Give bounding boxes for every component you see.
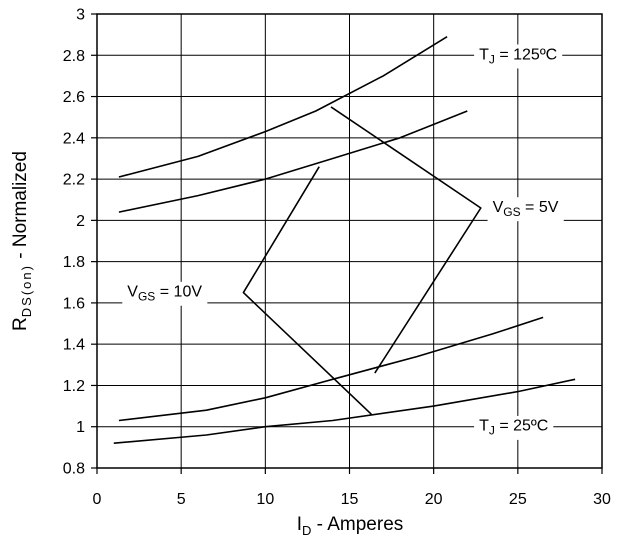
annotation-vgs-10v: VGS = 10V [122,281,208,306]
y-tick-label: 2.4 [63,130,85,147]
x-tick-label: 0 [93,491,102,508]
tick-marks [91,13,603,474]
x-axis-label: ID - Amperes [297,514,404,538]
y-axis-label-sub: DS(on) [19,264,34,317]
y-tick-labels: 0.8 1 1.2 1.4 1.6 1.8 2 2.2 2.4 2.6 2.8 3 [63,7,85,478]
y-axis-label-rest: - Normalized [10,151,31,264]
annotation-tj-25-text: TJ = 25ºC [479,418,548,438]
annotation-tj-125-main: T [479,46,489,63]
annotation-tj-25-main: T [479,418,489,435]
x-tick-label: 25 [509,491,527,508]
series-line-1 [118,36,448,178]
annotation-tj-125-text: TJ = 125ºC [479,46,557,66]
x-axis-label-main: I [297,514,302,535]
y-axis-label: RDS(on) - Normalized [10,151,34,331]
y-tick-label: 2.2 [63,172,85,189]
y-tick-label: 1.8 [63,254,85,271]
annotation-vgs-5v-rest: = 5V [521,199,559,216]
series-line-2 [118,110,468,213]
annotation-vgs-10v-text: VGS = 10V [127,284,202,304]
x-axis-label-sub: D [302,523,311,538]
x-tick-labels: 0 5 10 15 20 25 30 [93,491,611,508]
series-line-5 [330,106,482,374]
x-tick-label: 10 [256,491,274,508]
annotation-vgs-10v-background [122,281,208,306]
x-tick-label: 5 [177,491,186,508]
annotation-vgs-5v-sub: GS [503,205,520,219]
y-tick-label: 2 [76,213,85,230]
annotation-tj-25-sub: J [489,424,495,438]
y-tick-label: 0.8 [63,461,85,478]
x-axis-label-rest: - Amperes [311,514,403,535]
series-line-6 [242,166,372,415]
annotation-vgs-5v-text: VGS = 5V [493,199,559,219]
annotation-vgs-5v: VGS = 5V [487,197,564,222]
y-axis-label-main: R [10,317,31,331]
annotation-vgs-10v-main: V [127,284,138,301]
annotation-vgs-10v-rest: = 10V [155,284,202,301]
y-tick-label: 1.4 [63,337,85,354]
annotation-tj-25-background [474,415,554,440]
annotation-tj-25: TJ = 25ºC [474,415,554,440]
series-group [113,36,576,444]
y-tick-label: 3 [76,7,85,24]
y-tick-label: 2.8 [63,48,85,65]
series-line-4 [113,378,576,444]
annotation-tj-25-rest: = 25ºC [495,418,548,435]
series-line-3 [118,316,544,422]
annotation-tj-125-sub: J [489,52,495,66]
y-tick-label: 2.6 [63,89,85,106]
x-tick-label: 20 [425,491,443,508]
annotation-vgs-5v-main: V [493,199,504,216]
y-tick-label: 1.6 [63,295,85,312]
x-tick-label: 15 [341,491,359,508]
annotation-tj-125-background [474,44,563,69]
y-tick-label: 1.2 [63,378,85,395]
annotation-tj-125-rest: = 125ºC [495,46,557,63]
y-tick-label: 1 [76,419,85,436]
x-tick-label: 30 [593,491,611,508]
annotation-vgs-5v-background [487,197,564,222]
annotation-tj-125: TJ = 125ºC [474,44,563,69]
annotation-vgs-10v-sub: GS [138,290,155,304]
